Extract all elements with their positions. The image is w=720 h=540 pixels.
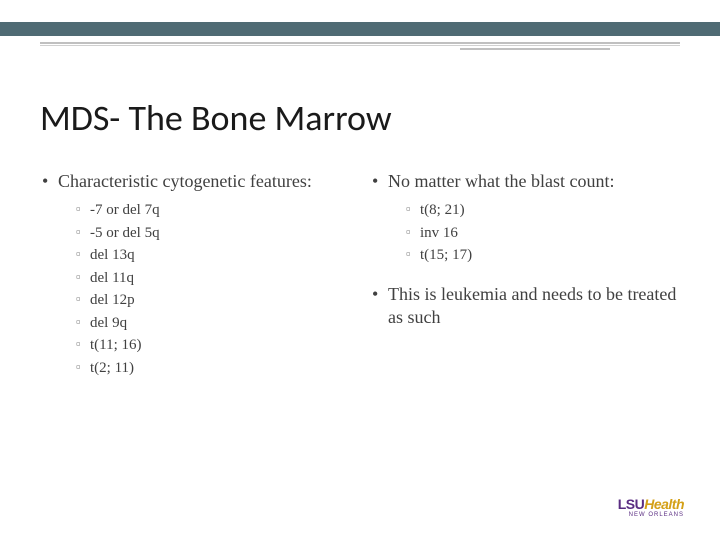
left-column: Characteristic cytogenetic features: -7 … [40,170,350,379]
slide-title: MDS- The Bone Marrow [40,96,392,140]
list-item: del 12p [40,289,350,312]
logo-prefix: LSU [618,496,645,512]
list-item: -7 or del 7q [40,199,350,222]
right-column: No matter what the blast count: t(8; 21)… [370,170,680,379]
list-item: t(11; 16) [40,334,350,357]
list-item: inv 16 [370,222,680,245]
logo-sub: NEW ORLEANS [618,512,684,518]
right-heading: No matter what the blast count: [370,170,680,193]
spacer [370,267,680,283]
right-note: This is leukemia and needs to be treated… [370,283,680,330]
list-item: del 9q [40,312,350,335]
list-item: t(15; 17) [370,244,680,267]
lsu-health-logo: LSUHealth NEW ORLEANS [618,496,684,518]
content-area: Characteristic cytogenetic features: -7 … [40,170,680,379]
list-item: del 11q [40,267,350,290]
top-accent-bar [0,22,720,36]
list-item: t(2; 11) [40,357,350,380]
list-item: t(8; 21) [370,199,680,222]
list-item: del 13q [40,244,350,267]
left-heading: Characteristic cytogenetic features: [40,170,350,193]
divider-thick [40,42,680,44]
slide: MDS- The Bone Marrow Characteristic cyto… [0,0,720,540]
list-item: -5 or del 5q [40,222,350,245]
logo-suffix: Health [644,496,684,512]
divider-thin [40,45,680,46]
divider-right [460,48,610,50]
